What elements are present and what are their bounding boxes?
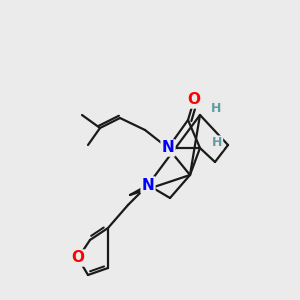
Text: H: H [211,101,221,115]
Text: N: N [162,140,174,155]
Text: O: O [188,92,200,107]
Text: N: N [142,178,154,193]
Text: H: H [212,136,222,149]
Text: O: O [71,250,85,266]
